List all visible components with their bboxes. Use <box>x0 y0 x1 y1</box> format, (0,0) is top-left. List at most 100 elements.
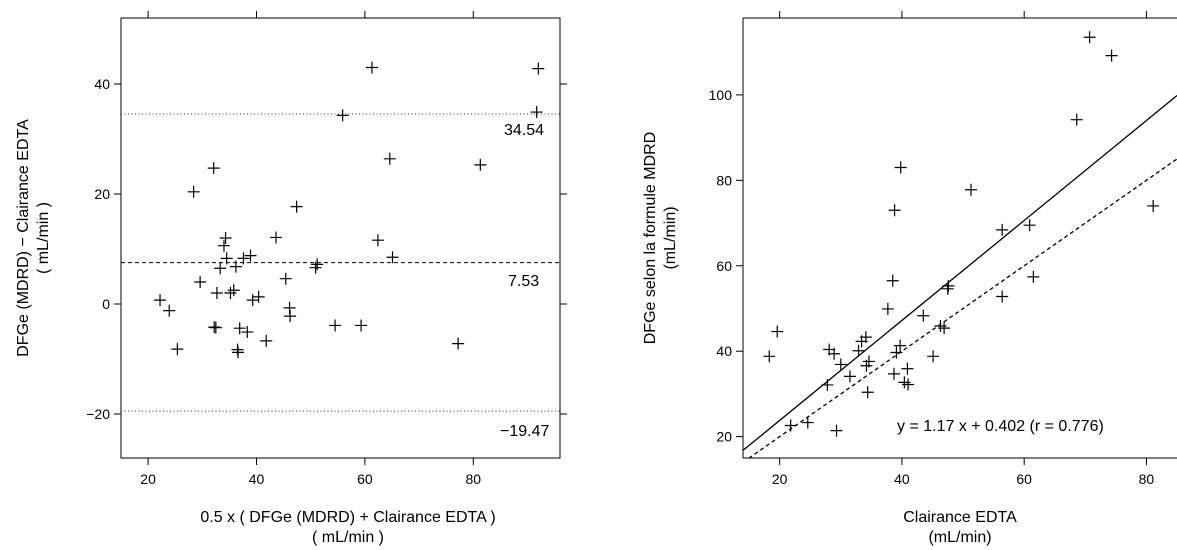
data-point <box>194 276 207 288</box>
data-point <box>886 274 899 287</box>
x-tick-label: 60 <box>1016 471 1032 487</box>
data-point <box>801 416 814 429</box>
data-point <box>887 367 900 380</box>
data-point <box>852 344 865 357</box>
data-point <box>270 231 283 244</box>
data-point <box>834 358 847 371</box>
data-point <box>771 325 784 338</box>
identity-line <box>747 158 1177 458</box>
x-tick-label: 40 <box>249 471 265 487</box>
plot-frame <box>120 17 561 459</box>
data-point <box>279 272 292 285</box>
data-point <box>309 261 322 274</box>
data-point <box>219 232 232 244</box>
regression-axes: 20 40 60 80 20 40 60 80 100 <box>709 11 1154 487</box>
data-point <box>894 339 907 352</box>
data-point <box>260 334 273 347</box>
data-point <box>965 183 978 196</box>
data-point <box>888 204 901 217</box>
data-point <box>1070 113 1083 126</box>
x-tick-label: 40 <box>894 471 910 487</box>
data-point <box>996 223 1009 236</box>
data-point <box>942 279 955 292</box>
data-point <box>861 386 874 399</box>
data-point <box>209 321 222 334</box>
data-point <box>530 106 543 119</box>
x-axis-title: Clairance EDTA <box>903 509 1017 526</box>
data-point <box>207 162 220 175</box>
bland-altman-marks <box>121 61 560 412</box>
bland-altman-axes: 20 40 60 80 −20 0 20 40 <box>86 11 567 487</box>
data-point <box>859 331 872 344</box>
y-tick-label: 80 <box>716 172 732 188</box>
data-point <box>821 378 834 391</box>
data-point <box>1023 219 1036 232</box>
data-point <box>830 424 843 437</box>
data-point <box>532 62 545 75</box>
y-tick-label: 0 <box>102 296 110 312</box>
data-point <box>284 310 297 323</box>
data-point <box>917 309 930 322</box>
data-point <box>452 337 465 350</box>
y-tick-label: 100 <box>709 87 733 103</box>
data-point <box>938 322 951 335</box>
data-point <box>371 234 384 247</box>
y-tick-label: 60 <box>716 258 732 274</box>
data-point <box>252 290 265 303</box>
data-point <box>890 346 903 359</box>
data-point <box>246 294 259 307</box>
data-point <box>163 304 176 317</box>
data-point <box>1083 31 1096 44</box>
data-point <box>210 287 223 299</box>
data-point <box>1147 199 1160 212</box>
data-point <box>244 249 257 262</box>
data-point <box>220 252 233 265</box>
data-point <box>311 258 324 271</box>
data-point <box>881 302 894 315</box>
data-point <box>941 282 954 295</box>
y-tick-label: −20 <box>86 406 110 422</box>
regression-chart: 20 40 60 80 20 40 60 80 100 Clairance EDTA (mL/m… <box>642 11 1177 546</box>
x-tick-label: 60 <box>357 471 373 487</box>
data-point <box>365 61 378 74</box>
data-point <box>171 343 184 356</box>
data-point <box>996 290 1009 303</box>
y-axis-unit: ( mL/min ) <box>35 202 52 274</box>
data-point <box>843 370 856 383</box>
data-point <box>763 350 776 363</box>
data-point <box>828 347 841 360</box>
mean-difference-label: 7.53 <box>508 273 539 290</box>
lower-limit-label: −19.47 <box>500 423 549 440</box>
data-point <box>894 161 907 174</box>
regression-line <box>743 95 1177 451</box>
y-axis-title: DFGe selon la formule MDRD <box>642 132 659 345</box>
data-point <box>927 350 940 363</box>
data-point <box>187 185 200 198</box>
x-tick-label: 20 <box>140 471 156 487</box>
x-axis-unit: (mL/min) <box>928 529 991 546</box>
data-point <box>329 319 342 332</box>
x-axis-title: 0.5 x ( DFGe (MDRD) + Clairance EDTA ) <box>200 509 495 526</box>
upper-limit-label: 34.54 <box>504 122 544 139</box>
y-tick-label: 20 <box>716 429 732 445</box>
data-point <box>232 346 245 359</box>
y-axis-title: DFGe (MDRD) − Clairance EDTA <box>15 119 32 357</box>
data-point <box>241 326 254 339</box>
data-point <box>290 200 303 213</box>
data-point <box>237 252 250 265</box>
regression-equation: y = 1.17 x + 0.402 (r = 0.776) <box>897 418 1104 435</box>
data-point <box>154 294 167 307</box>
data-point <box>383 152 396 165</box>
y-tick-label: 20 <box>94 186 110 202</box>
data-point <box>233 322 246 335</box>
data-point <box>862 355 875 368</box>
data-point <box>227 284 240 297</box>
data-point <box>214 262 227 275</box>
data-point <box>901 362 914 375</box>
data-point <box>336 109 349 122</box>
y-tick-label: 40 <box>94 76 110 92</box>
data-point <box>217 239 230 252</box>
data-point <box>229 260 242 273</box>
data-point <box>784 419 797 432</box>
